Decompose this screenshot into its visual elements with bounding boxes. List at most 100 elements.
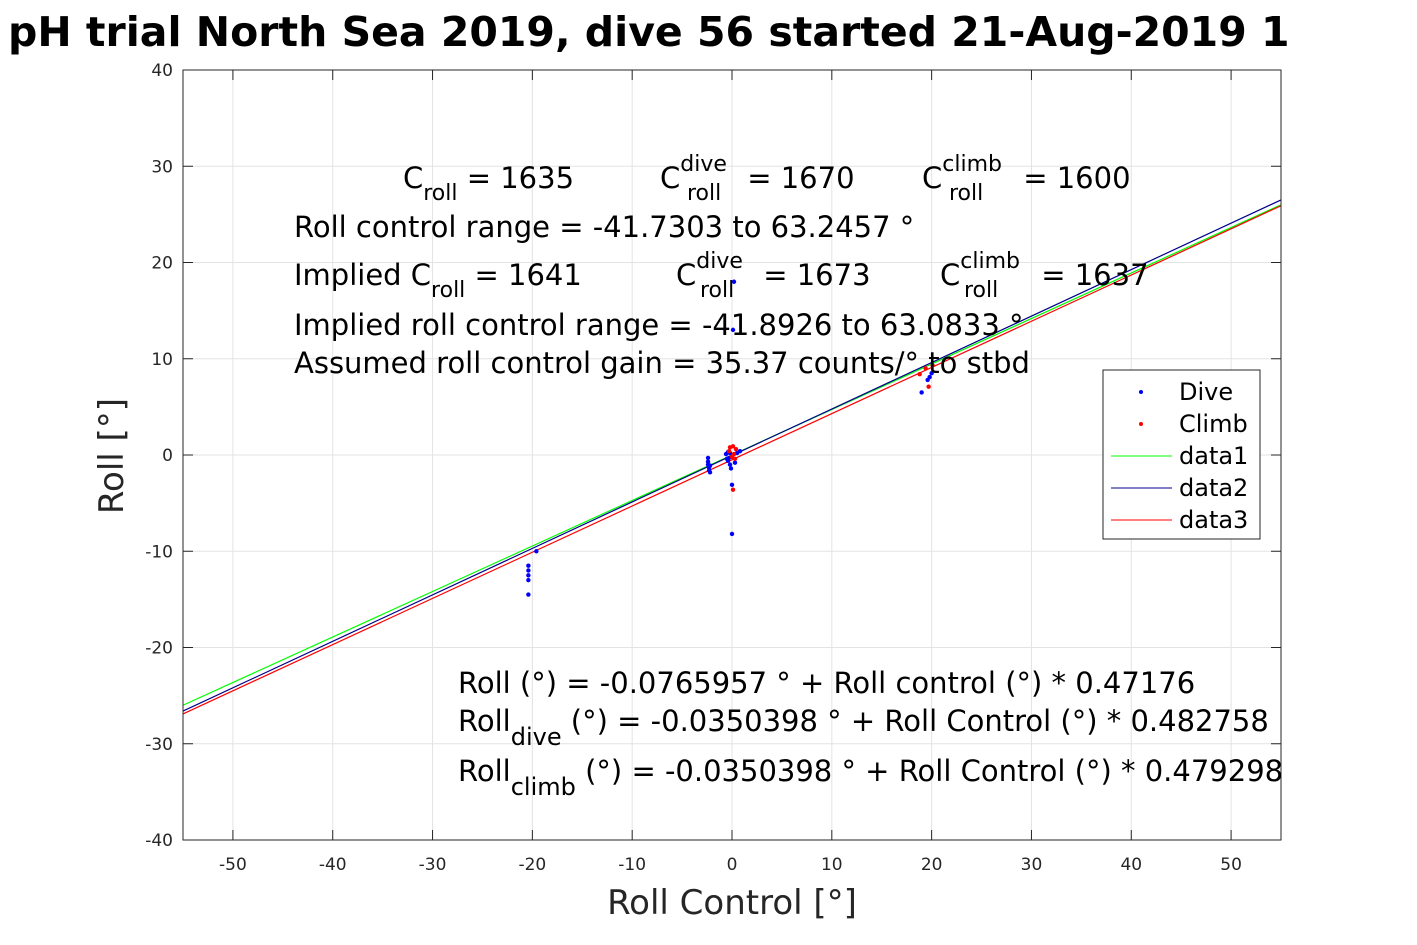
data-point-dive (729, 482, 735, 488)
data-point-climb (730, 444, 736, 449)
implied-c-dive-superscript: dive (696, 249, 743, 274)
data-point-climb (930, 363, 935, 368)
legend-label: data3 (1179, 506, 1248, 534)
data-point-dive (731, 279, 737, 284)
data-point-dive (730, 327, 736, 333)
implied-c-roll-subscript: roll (431, 278, 465, 303)
fit-dive-subscript: dive (511, 723, 562, 751)
x-tick-label: -20 (518, 855, 546, 875)
y-tick-label: 10 (151, 350, 173, 370)
implied-c-roll-symbol: Implied C (294, 258, 431, 292)
data-point-dive (707, 470, 713, 475)
x-tick-label: -10 (618, 855, 646, 875)
data-point-climb (917, 371, 922, 377)
implied-c-climb-subscript: roll (964, 278, 998, 303)
y-tick-label: 0 (162, 446, 173, 466)
axis-ticks: -50 -40 -30 -20 -10 0 10 20 30 40 50 -40 -30 -20 -10 0 1… (145, 61, 1281, 875)
annotation-implied-coefficients: Implied Croll = 1641 Cdive roll = 1673 Cc… (294, 249, 1149, 303)
data-point-dive (737, 448, 743, 454)
c-climb-subscript: roll (949, 181, 983, 206)
annotation-fit-climb: Rollclimb (°) = -0.0350398 ° + Roll Cont… (458, 754, 1283, 801)
series-line-data3 (183, 205, 1281, 715)
data-marks (183, 199, 1281, 715)
legend-label: Climb (1179, 410, 1248, 438)
x-tick-label: 20 (921, 855, 943, 875)
data-point-dive (526, 592, 531, 597)
data-point-dive (526, 577, 531, 583)
legend-marker-dive (1139, 390, 1143, 394)
data-point-dive (919, 390, 924, 395)
implied-c-dive-symbol: C (676, 258, 696, 292)
annotation-gain: Assumed roll control gain = 35.37 counts… (294, 346, 1030, 380)
data-point-climb (733, 447, 739, 452)
implied-c-climb-symbol: C (940, 258, 960, 292)
fit-dive-prefix: Roll (458, 704, 511, 738)
implied-c-dive-subscript: roll (700, 278, 734, 303)
data-point-climb (732, 456, 738, 462)
annotation-implied-range: Implied roll control range = -41.8926 to… (294, 308, 1024, 342)
legend-marker-climb (1139, 422, 1143, 426)
y-axis-label: Roll [°] (92, 398, 132, 514)
legend-label: data1 (1179, 442, 1248, 470)
y-tick-label: -20 (145, 639, 173, 659)
x-tick-label: -30 (419, 855, 447, 875)
y-tick-label: 40 (151, 61, 173, 81)
c-dive-symbol: C (660, 161, 680, 195)
x-tick-label: 30 (1021, 855, 1043, 875)
c-climb-symbol: C (922, 161, 942, 195)
x-tick-label: 50 (1220, 855, 1242, 875)
data-point-dive (526, 573, 531, 578)
fit-dive-rest: (°) = -0.0350398 ° + Roll Control (°) * … (562, 704, 1269, 738)
annotation-fit-all: Roll (°) = -0.0765957 ° + Roll control (… (458, 666, 1195, 700)
x-tick-label: 10 (821, 855, 843, 875)
data-point-dive (929, 370, 934, 376)
data-point-climb (926, 384, 931, 389)
implied-c-climb-value: = 1637 (1032, 258, 1149, 292)
y-tick-label: -10 (145, 542, 173, 562)
c-dive-value: = 1670 (738, 161, 855, 195)
y-tick-label: -40 (145, 831, 173, 851)
c-climb-superscript: climb (942, 152, 1002, 177)
x-tick-label: 40 (1120, 855, 1142, 875)
c-roll-symbol: C (403, 161, 423, 195)
c-dive-superscript: dive (680, 152, 727, 177)
data-point-dive (732, 460, 738, 465)
data-point-dive (526, 563, 531, 568)
data-point-dive (728, 466, 734, 471)
legend-box (1102, 369, 1261, 540)
data-point-climb (730, 487, 736, 492)
axes-box (182, 69, 1282, 841)
implied-c-climb-superscript: climb (960, 249, 1020, 274)
c-roll-subscript: roll (423, 181, 457, 206)
x-tick-label: -40 (319, 855, 347, 875)
c-climb-value: = 1600 (1014, 161, 1131, 195)
fit-climb-subscript: climb (511, 773, 576, 801)
data-point-dive (534, 549, 539, 554)
data-point-climb (731, 451, 737, 457)
y-tick-label: -30 (145, 735, 173, 755)
data-point-dive (727, 462, 733, 467)
legend-label: Dive (1179, 378, 1233, 406)
annotation-coefficients: Croll = 1635 Cdive roll = 1670 Cclimb roll… (403, 152, 1131, 206)
y-tick-label: 30 (151, 157, 173, 177)
legend: Dive Climb data1 data2 data3 (1102, 369, 1261, 540)
x-axis-label: Roll Control [°] (607, 883, 857, 923)
data-point-dive (705, 455, 711, 461)
x-tick-label: -50 (219, 855, 247, 875)
y-tick-label: 20 (151, 254, 173, 274)
data-point-dive (729, 531, 735, 537)
annotation-fit-dive: Rolldive (°) = -0.0350398 ° + Roll Contr… (458, 704, 1269, 751)
fit-climb-rest: (°) = -0.0350398 ° + Roll Control (°) * … (576, 754, 1283, 788)
data-point-climb (923, 366, 928, 371)
legend-label: data2 (1179, 474, 1248, 502)
data-point-dive (707, 463, 713, 468)
annotation-roll-range: Roll control range = -41.7303 to 63.2457… (294, 210, 914, 244)
data-point-dive (927, 374, 932, 380)
c-dive-subscript: roll (687, 181, 721, 206)
c-roll-value: = 1635 (458, 161, 575, 195)
implied-c-roll-value: = 1641 (465, 258, 582, 292)
fit-climb-prefix: Roll (458, 754, 511, 788)
x-tick-label: 0 (727, 855, 738, 875)
implied-c-dive-value: = 1673 (754, 258, 871, 292)
